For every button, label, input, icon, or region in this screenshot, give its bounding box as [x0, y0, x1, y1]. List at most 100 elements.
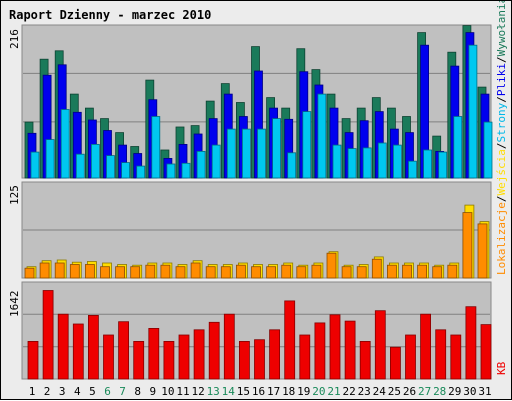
- bar-kb-kb-day-28: [435, 329, 447, 380]
- x-tick-label-10: 10: [161, 385, 174, 398]
- bar-hits-strony-day-29: [453, 116, 463, 179]
- bar-hits-strony-day-24: [377, 142, 387, 179]
- legend-sep-3: /: [495, 96, 508, 103]
- bar-visits-lokalizacje-day-2: [39, 262, 50, 279]
- bar-visits-lokalizacje-day-13: [205, 266, 216, 279]
- bar-visits-lokalizacje-day-28: [432, 266, 443, 279]
- bar-kb-kb-day-17: [269, 329, 281, 380]
- bar-visits-lokalizacje-day-5: [85, 264, 95, 279]
- x-tick-label-30: 30: [463, 385, 476, 398]
- x-tick-label-7: 7: [119, 385, 126, 398]
- x-tick-label-21: 21: [327, 385, 340, 398]
- legend-wywolania: Wywołania: [495, 1, 508, 56]
- bar-hits-strony-day-30: [468, 44, 478, 179]
- kb-ymax-label: 1642: [8, 291, 21, 318]
- bar-hits-strony-day-12: [196, 150, 206, 179]
- bar-kb-kb-day-3: [57, 313, 69, 380]
- bar-hits-strony-day-19: [302, 111, 312, 179]
- x-tick-label-11: 11: [176, 385, 189, 398]
- bar-hits-strony-day-11: [181, 162, 191, 179]
- bar-hits-strony-day-3: [60, 109, 70, 179]
- x-tick-label-24: 24: [373, 385, 387, 398]
- bar-kb-kb-day-1: [27, 340, 39, 380]
- bar-kb-kb-day-7: [118, 321, 129, 380]
- bar-visits-lokalizacje-day-16: [251, 266, 261, 279]
- x-tick-label-19: 19: [297, 385, 310, 398]
- bar-visits-lokalizacje-day-23: [356, 266, 367, 279]
- bar-visits-lokalizacje-day-20: [311, 264, 322, 279]
- bar-visits-lokalizacje-day-15: [235, 264, 246, 279]
- visits-ymax-label: 125: [8, 185, 21, 205]
- x-tick-label-26: 26: [403, 385, 416, 398]
- bar-hits-strony-day-17: [272, 118, 282, 179]
- bar-kb-kb-day-12: [193, 329, 205, 380]
- bar-visits-lokalizacje-day-12: [190, 262, 201, 279]
- legend-strony: Strony: [495, 102, 508, 142]
- bar-visits-lokalizacje-day-25: [386, 264, 397, 279]
- x-tick-label-15: 15: [237, 385, 250, 398]
- bar-kb-kb-day-30: [465, 306, 477, 380]
- x-tick-label-14: 14: [222, 385, 236, 398]
- x-tick-label-6: 6: [104, 385, 111, 398]
- x-tick-label-9: 9: [149, 385, 156, 398]
- x-tick-label-4: 4: [74, 385, 81, 398]
- chart-title: Raport Dzienny - marzec 2010: [9, 8, 211, 22]
- bar-kb-kb-day-4: [72, 323, 84, 380]
- bar-hits-strony-day-5: [91, 143, 100, 179]
- bar-visits-lokalizacje-day-14: [220, 266, 231, 279]
- bar-kb-kb-day-25: [389, 346, 401, 380]
- x-tick-label-17: 17: [267, 385, 280, 398]
- x-tick-label-1: 1: [29, 385, 36, 398]
- bar-visits-lokalizacje-day-4: [69, 264, 80, 279]
- bar-kb-kb-day-22: [344, 320, 356, 380]
- bar-visits-lokalizacje-day-31: [477, 223, 488, 279]
- legend-sep-2: /: [495, 143, 508, 150]
- bar-visits-lokalizacje-day-1: [24, 267, 35, 279]
- legend-lokalizacje: Lokalizacje: [495, 202, 508, 275]
- bar-hits-strony-day-14: [226, 128, 236, 179]
- bar-hits-strony-day-28: [438, 151, 448, 179]
- bar-kb-kb-day-5: [88, 314, 99, 380]
- bar-visits-lokalizacje-day-17: [266, 266, 277, 279]
- x-tick-label-18: 18: [282, 385, 295, 398]
- hits-ymax-label: 216: [8, 29, 21, 49]
- bar-hits-strony-day-1: [30, 151, 40, 179]
- x-tick-label-23: 23: [358, 385, 371, 398]
- bar-kb-kb-day-9: [148, 327, 160, 380]
- x-tick-label-31: 31: [478, 385, 491, 398]
- bar-visits-lokalizacje-day-26: [402, 264, 412, 279]
- x-tick-label-16: 16: [252, 385, 265, 398]
- bar-kb-kb-day-21: [329, 314, 341, 380]
- bar-hits-strony-day-8: [136, 165, 146, 179]
- bar-hits-strony-day-6: [106, 155, 115, 179]
- bar-hits-strony-day-18: [287, 152, 297, 179]
- bar-hits-strony-day-23: [362, 147, 372, 179]
- bar-kb-kb-day-15: [238, 340, 250, 380]
- bar-kb-kb-day-6: [103, 334, 114, 380]
- bar-kb-kb-day-18: [284, 300, 296, 380]
- bar-visits-lokalizacje-day-30: [462, 212, 473, 279]
- bar-kb-kb-day-11: [178, 334, 190, 380]
- bar-visits-lokalizacje-day-6: [100, 266, 110, 279]
- bar-kb-kb-day-14: [223, 313, 235, 380]
- bar-visits-lokalizacje-day-7: [115, 266, 125, 279]
- x-tick-label-3: 3: [59, 385, 66, 398]
- bar-visits-lokalizacje-day-22: [341, 266, 352, 279]
- bar-hits-strony-day-21: [332, 144, 342, 179]
- bar-kb-kb-day-26: [405, 334, 416, 380]
- x-tick-label-8: 8: [134, 385, 141, 398]
- bar-visits-lokalizacje-day-19: [296, 266, 307, 279]
- bar-kb-kb-day-2: [42, 290, 54, 380]
- legend-sep-4: /: [495, 56, 508, 63]
- bar-kb-kb-day-20: [314, 322, 326, 380]
- bar-kb-kb-day-31: [480, 324, 492, 380]
- legend-kb: KB: [495, 361, 508, 375]
- bar-visits-lokalizacje-day-3: [54, 262, 65, 279]
- x-tick-label-29: 29: [448, 385, 461, 398]
- bar-hits-strony-day-25: [392, 144, 402, 179]
- bar-kb-kb-day-23: [359, 340, 371, 380]
- bar-hits-strony-day-9: [151, 116, 161, 179]
- bar-visits-lokalizacje-day-18: [281, 264, 292, 279]
